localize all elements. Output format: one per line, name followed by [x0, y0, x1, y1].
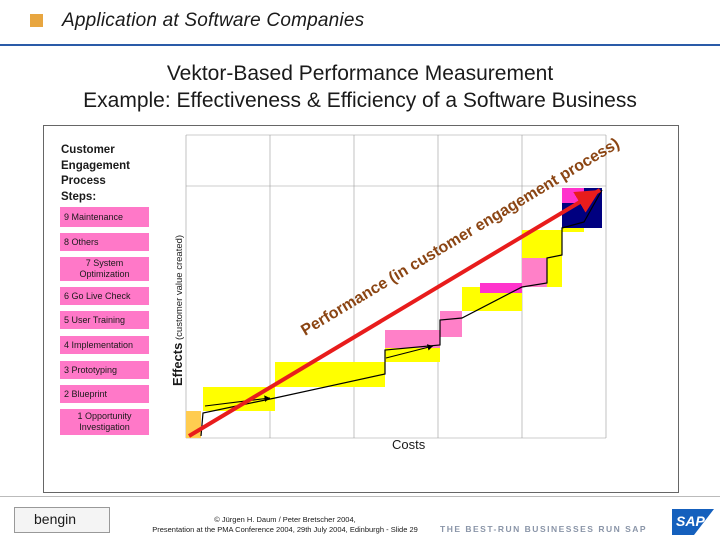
block-step7-pink — [522, 256, 547, 287]
performance-arrow — [187, 188, 602, 438]
header-rule — [0, 44, 720, 46]
header-bar — [0, 0, 720, 44]
block-step6-magenta — [480, 283, 522, 293]
sap-logo — [672, 509, 714, 535]
main-title-line2: Example: Effectiveness & Efficiency of a… — [83, 89, 637, 112]
steps-heading-line4: Steps: — [61, 190, 97, 203]
steps-heading-line2: Engagement — [61, 159, 131, 172]
vector-arrow — [385, 344, 434, 359]
copyright-line2: Presentation at the PMA Conference 2004,… — [152, 525, 418, 534]
step-1-line1: 1 Opportunity — [77, 411, 132, 421]
step-7-line1: 7 System — [85, 258, 124, 268]
step-5-user-training: 5 User Training — [60, 311, 149, 329]
bengin-logo-text: bengin — [34, 511, 77, 527]
step-6-go-live-check: 6 Go Live Check — [60, 287, 149, 305]
performance-label: Performance (in customer engagement proc… — [298, 135, 622, 339]
block-step7-yellow — [547, 256, 562, 287]
step-8-others: 8 Others — [60, 233, 149, 251]
x-axis-label: Costs — [392, 437, 426, 452]
step-7-system-optimization: 7 System Optimization — [60, 257, 149, 281]
sap-tagline: THE BEST-RUN BUSINESSES RUN SAP — [440, 524, 648, 534]
step-7-line2: Optimization — [79, 269, 130, 279]
step-2-blueprint: 2 Blueprint — [60, 385, 149, 403]
vector-path — [200, 189, 603, 437]
header-title: Application at Software Companies — [62, 10, 365, 31]
header-square-icon — [30, 14, 43, 27]
step-4-implementation: 4 Implementation — [60, 336, 149, 354]
step-1-line2: Investigation — [79, 422, 130, 432]
block-step5 — [440, 311, 462, 337]
footer-rule — [0, 496, 720, 497]
steps-heading-line1: Customer — [61, 144, 115, 156]
copyright: © Jürgen H. Daum / Peter Bretscher 2004,… — [120, 515, 450, 535]
step-3-prototyping: 3 Prototyping — [60, 361, 149, 379]
vector-arrow — [204, 395, 271, 407]
steps-heading-line3: Process — [61, 175, 106, 187]
block-step4-pink — [385, 330, 440, 348]
main-title: Vektor-Based Performance Measurement Exa… — [0, 60, 720, 114]
main-title-line1: Vektor-Based Performance Measurement — [166, 62, 554, 85]
diagram-frame — [43, 125, 679, 493]
steps-heading: Customer Engagement Process Steps: — [61, 143, 161, 205]
sap-logo-text: SAP — [676, 513, 705, 529]
step-9-maintenance: 9 Maintenance — [60, 207, 149, 227]
bengin-logo — [14, 507, 110, 533]
copyright-line1: © Jürgen H. Daum / Peter Bretscher 2004, — [214, 515, 356, 524]
step-1-opportunity-investigation: 1 Opportunity Investigation — [60, 409, 149, 435]
